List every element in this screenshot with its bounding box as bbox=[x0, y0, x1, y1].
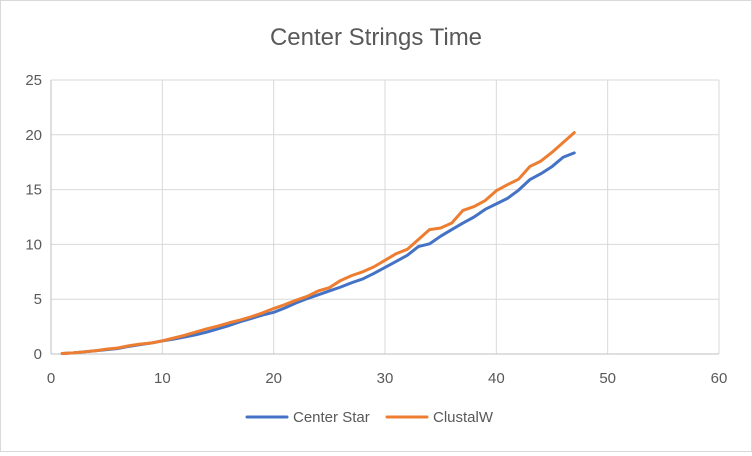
y-tick-label: 15 bbox=[25, 182, 42, 199]
axes: 0 5 10 15 20 25 0 10 20 30 40 50 60 bbox=[25, 72, 727, 387]
legend: Center Star ClustalW bbox=[245, 409, 494, 426]
y-tick-label: 0 bbox=[34, 346, 42, 363]
gridlines bbox=[51, 79, 720, 354]
x-tick-label: 20 bbox=[265, 370, 282, 387]
legend-item-center-star: Center Star bbox=[245, 409, 370, 426]
x-tick-label: 40 bbox=[488, 370, 505, 387]
x-tick-label: 30 bbox=[377, 370, 394, 387]
chart-title: Center Strings Time bbox=[270, 24, 482, 51]
series-line-clustalw bbox=[60, 131, 576, 355]
y-tick-label: 20 bbox=[25, 127, 42, 144]
x-tick-label: 10 bbox=[154, 370, 171, 387]
y-tick-label: 5 bbox=[34, 291, 42, 308]
series-line-center-star bbox=[60, 151, 576, 355]
x-tick-label: 60 bbox=[711, 370, 728, 387]
series-lines bbox=[60, 131, 576, 355]
x-tick-label: 0 bbox=[47, 370, 55, 387]
y-tick-label: 10 bbox=[25, 236, 42, 253]
legend-item-clustalw: ClustalW bbox=[385, 409, 494, 426]
legend-label: Center Star bbox=[293, 409, 370, 426]
legend-label: ClustalW bbox=[433, 409, 494, 426]
y-tick-label: 25 bbox=[25, 72, 42, 89]
x-tick-label: 50 bbox=[599, 370, 616, 387]
